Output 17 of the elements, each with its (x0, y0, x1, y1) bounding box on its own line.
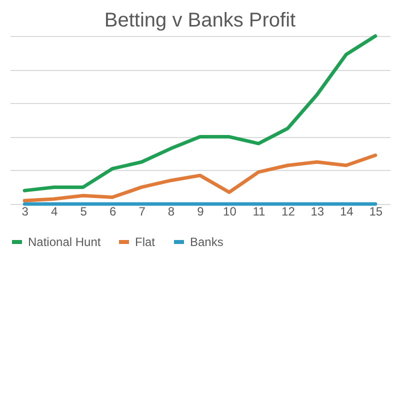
x-tick-label: 9 (197, 204, 204, 218)
x-tick-label: 15 (369, 204, 383, 218)
x-tick-label: 7 (138, 204, 146, 218)
x-tick-label: 11 (252, 204, 266, 218)
x-tick-label: 13 (310, 204, 324, 218)
x-tick-label: 8 (168, 204, 175, 218)
x-tick-label: 6 (109, 204, 116, 218)
x-tick-label: 12 (282, 204, 296, 218)
x-tick-label: 14 (340, 204, 354, 218)
chart-title: Betting v Banks Profit (104, 9, 296, 32)
legend-label: Banks (190, 235, 224, 249)
x-tick-label: 3 (22, 204, 29, 218)
x-tick-label: 5 (80, 204, 88, 218)
x-tick-label: 10 (223, 204, 237, 218)
legend-label: Flat (135, 235, 156, 249)
legend-label: National Hunt (28, 235, 102, 249)
x-tick-label: 4 (51, 204, 58, 218)
